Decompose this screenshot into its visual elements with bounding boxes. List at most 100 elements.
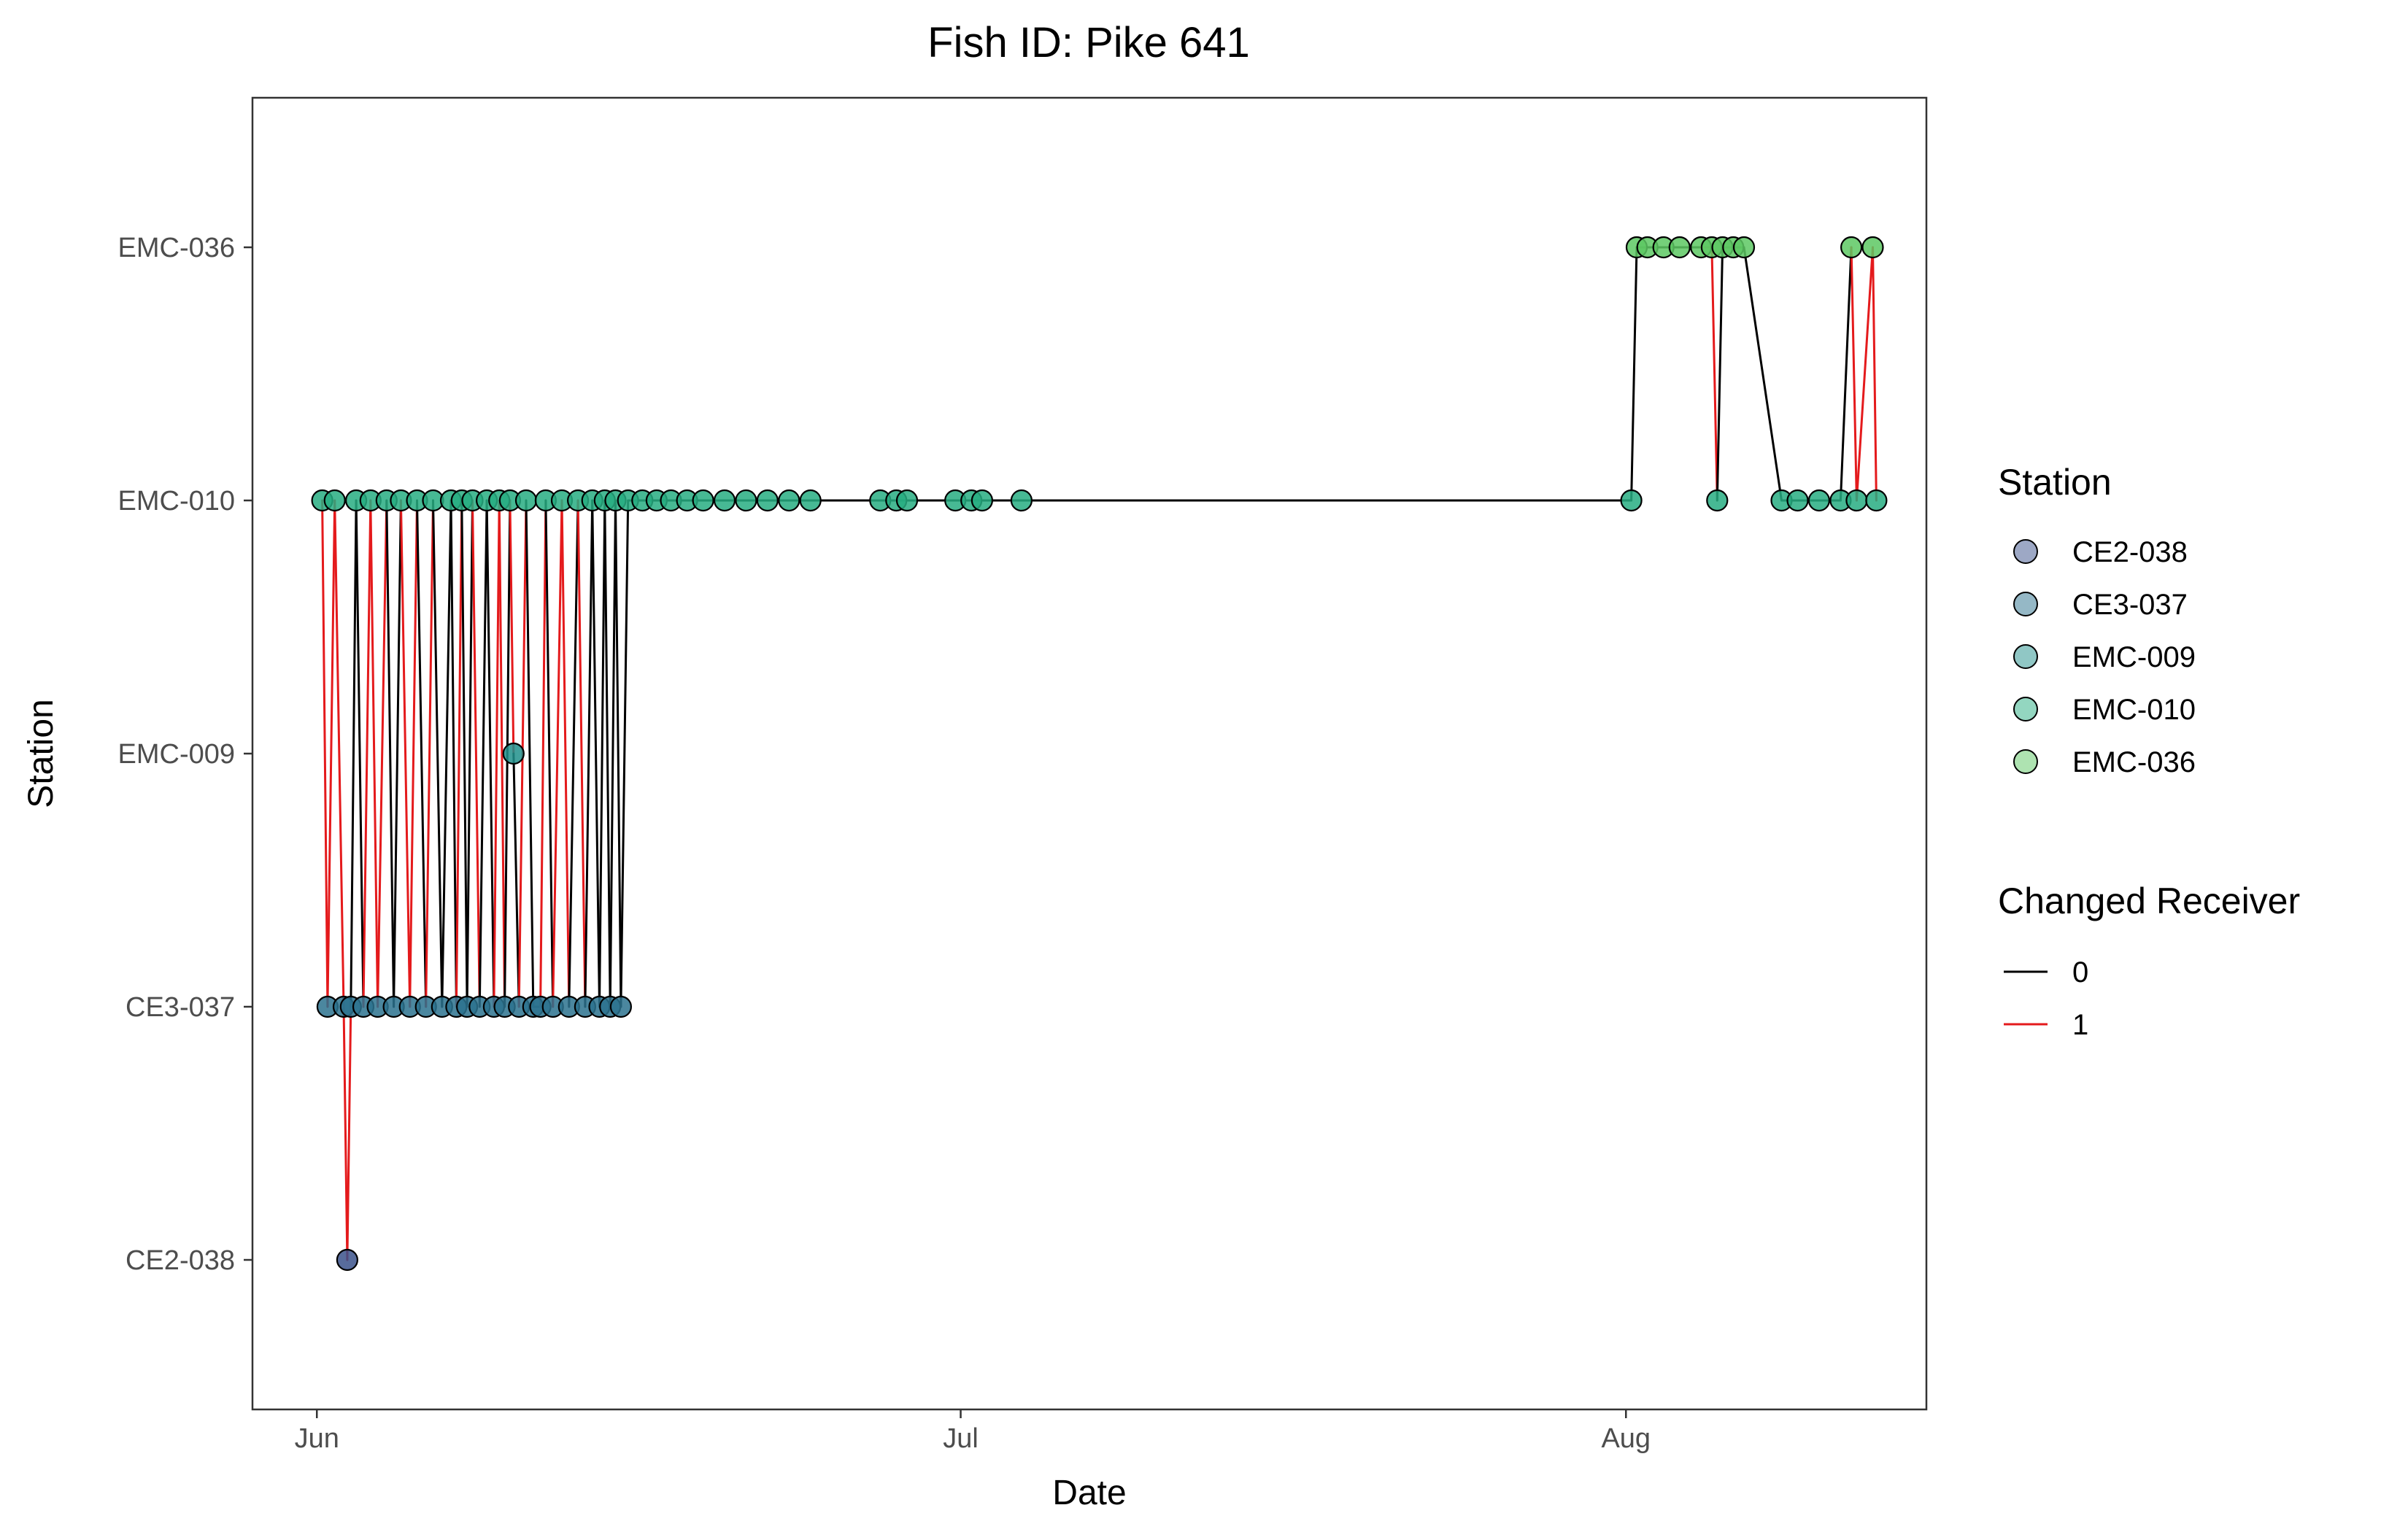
path-segment — [544, 499, 555, 1008]
legend-label: CE2-038 — [2072, 536, 2188, 568]
path-segment — [1872, 246, 1878, 502]
path-segment — [466, 499, 474, 1008]
path-segment — [460, 499, 468, 1008]
y-tick-label: EMC-036 — [118, 233, 236, 263]
detection-point — [323, 489, 346, 512]
detection-point — [692, 489, 714, 512]
path-segment — [1630, 246, 1638, 502]
path-segment — [493, 499, 501, 1008]
path-segment — [478, 499, 488, 1008]
detection-point — [609, 995, 633, 1018]
point-layer — [311, 236, 1888, 1272]
legend-label: EMC-009 — [2072, 641, 2196, 673]
legend-key-point — [2013, 539, 2038, 564]
path-segment — [609, 499, 617, 1008]
path-segment — [620, 499, 630, 1008]
legend-key-point — [2013, 697, 2038, 721]
detection-point — [1668, 236, 1691, 259]
y-tick-label: EMC-010 — [118, 486, 236, 517]
detection-point — [1861, 236, 1884, 259]
path-segment — [350, 499, 358, 1008]
path-segment — [614, 499, 622, 1008]
path-segment — [321, 499, 329, 1008]
path-segment — [603, 499, 611, 1008]
path-segment — [1716, 246, 1724, 502]
legend-key-point — [2013, 592, 2038, 616]
detection-point — [1732, 236, 1756, 259]
path-segment — [1855, 246, 1874, 502]
path-segment — [377, 499, 388, 1008]
path-segment — [362, 499, 372, 1008]
y-tick-label: CE3-037 — [126, 992, 235, 1023]
legend-label: EMC-036 — [2072, 746, 2196, 778]
x-tick-label: Jul — [943, 1423, 979, 1454]
legend-label: 1 — [2072, 1009, 2088, 1041]
path-segment — [425, 499, 434, 1008]
legend-label: EMC-010 — [2072, 694, 2196, 726]
detection-point — [1865, 489, 1888, 512]
legend-label: CE3-037 — [2072, 589, 2188, 621]
path-segment — [1850, 246, 1858, 502]
legend: Station CE2-038 CE3-037 EMC-009 EMC-010 EMC-0… — [1998, 462, 2300, 1041]
path-segment — [432, 499, 444, 1008]
y-tick-label: CE2-038 — [126, 1245, 235, 1276]
path-segment — [1743, 246, 1783, 502]
y-axis: CE2-038 CE3-037 EMC-009 EMC-010 EMC-036 — [118, 233, 252, 1276]
path-segment — [560, 499, 571, 1008]
path-segment — [449, 499, 458, 1008]
path-segment — [326, 499, 336, 1008]
detection-point — [895, 489, 919, 512]
detection-point — [1840, 236, 1863, 259]
detection-point — [1706, 489, 1729, 512]
path-segment — [399, 499, 412, 1008]
path-segment — [1839, 246, 1853, 502]
path-segment — [346, 1005, 352, 1261]
path-segment — [393, 499, 402, 1008]
path-segment — [584, 499, 594, 1008]
x-tick-label: Jun — [295, 1423, 339, 1454]
detection-point — [1845, 489, 1868, 512]
detection-point — [336, 1248, 358, 1272]
path-segment — [539, 499, 547, 1008]
path-segment — [355, 499, 365, 1008]
detection-point — [502, 742, 525, 765]
path-segment — [369, 499, 379, 1008]
path-segment — [568, 499, 579, 1008]
path-segment — [485, 499, 495, 1008]
detection-point — [1010, 489, 1033, 512]
path-segment — [455, 499, 463, 1008]
legend-label: 0 — [2072, 956, 2088, 989]
y-axis-title: Station — [22, 699, 61, 808]
legend-title-changed-receiver: Changed Receiver — [1998, 881, 2300, 921]
path-segment — [598, 499, 606, 1008]
path-segment — [576, 499, 587, 1008]
path-segment — [471, 499, 481, 1008]
path-segment — [342, 1005, 349, 1261]
path-segment — [1710, 246, 1718, 502]
path-segment — [385, 499, 395, 1008]
plot-panel — [252, 98, 1926, 1409]
legend-title-station: Station — [1998, 462, 2112, 503]
legend-key-point — [2013, 749, 2038, 774]
y-tick-label: EMC-009 — [118, 739, 236, 770]
plot-title: Fish ID: Pike 641 — [927, 19, 1250, 66]
path-segment — [525, 499, 535, 1008]
detection-point — [713, 489, 736, 512]
path-segment — [416, 499, 428, 1008]
path-segment — [509, 499, 515, 755]
x-tick-label: Aug — [1601, 1423, 1651, 1454]
x-axis: Jun Jul Aug — [295, 1409, 1651, 1454]
detection-point — [735, 489, 757, 512]
detection-point — [778, 489, 800, 512]
detection-point — [514, 489, 538, 512]
path-segment — [552, 499, 563, 1008]
path-segment — [498, 499, 506, 1008]
series-layer — [321, 246, 1878, 1261]
detection-point — [1620, 489, 1643, 512]
detection-point — [799, 489, 822, 512]
path-segment — [441, 499, 452, 1008]
detection-point — [756, 489, 779, 512]
legend-key-point — [2013, 644, 2038, 669]
path-segment — [409, 499, 418, 1008]
